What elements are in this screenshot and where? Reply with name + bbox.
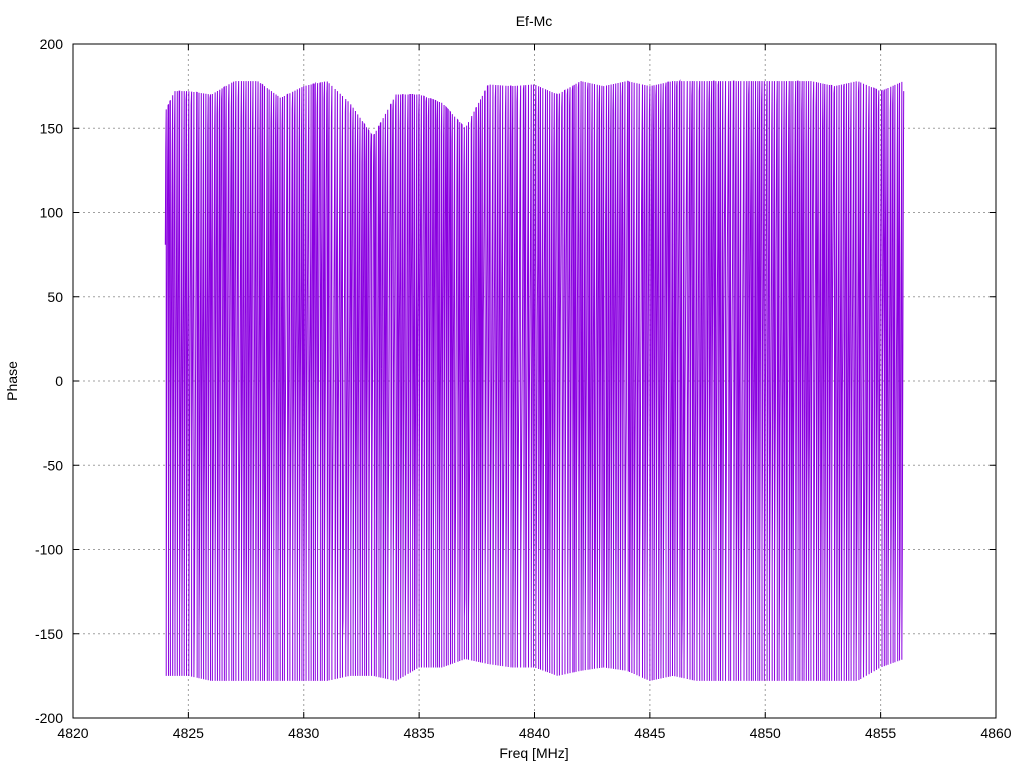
x-tick-label: 4860: [980, 725, 1011, 741]
x-tick-label: 4840: [519, 725, 550, 741]
y-tick-label: 200: [40, 36, 64, 52]
y-tick-label: 0: [55, 373, 63, 389]
phase-series-line: [164, 79, 905, 681]
y-tick-label: 100: [40, 205, 64, 221]
x-axis-label: Freq [MHz]: [499, 745, 568, 761]
x-tick-label: 4830: [288, 725, 319, 741]
y-tick-label: -200: [35, 710, 63, 726]
y-tick-label: 50: [47, 289, 63, 305]
series-layer: [164, 79, 905, 681]
y-tick-label: -50: [43, 457, 63, 473]
label-layer: Ef-Mc Freq [MHz] Phase: [4, 13, 569, 761]
y-tick-label: -150: [35, 626, 63, 642]
y-axis-label: Phase: [4, 361, 20, 401]
tick-layer: 4820 4825 4830 4835 4840 4845 4850 4855 4860 -200…: [35, 36, 1012, 741]
y-tick-label: -100: [35, 542, 63, 558]
y-tick-label: 150: [40, 120, 64, 136]
x-tick-label: 4855: [865, 725, 896, 741]
chart-title: Ef-Mc: [516, 13, 553, 29]
x-tick-label: 4850: [750, 725, 781, 741]
x-tick-label: 4845: [634, 725, 665, 741]
x-tick-label: 4835: [404, 725, 435, 741]
x-tick-label: 4825: [173, 725, 204, 741]
x-tick-label: 4820: [57, 725, 88, 741]
